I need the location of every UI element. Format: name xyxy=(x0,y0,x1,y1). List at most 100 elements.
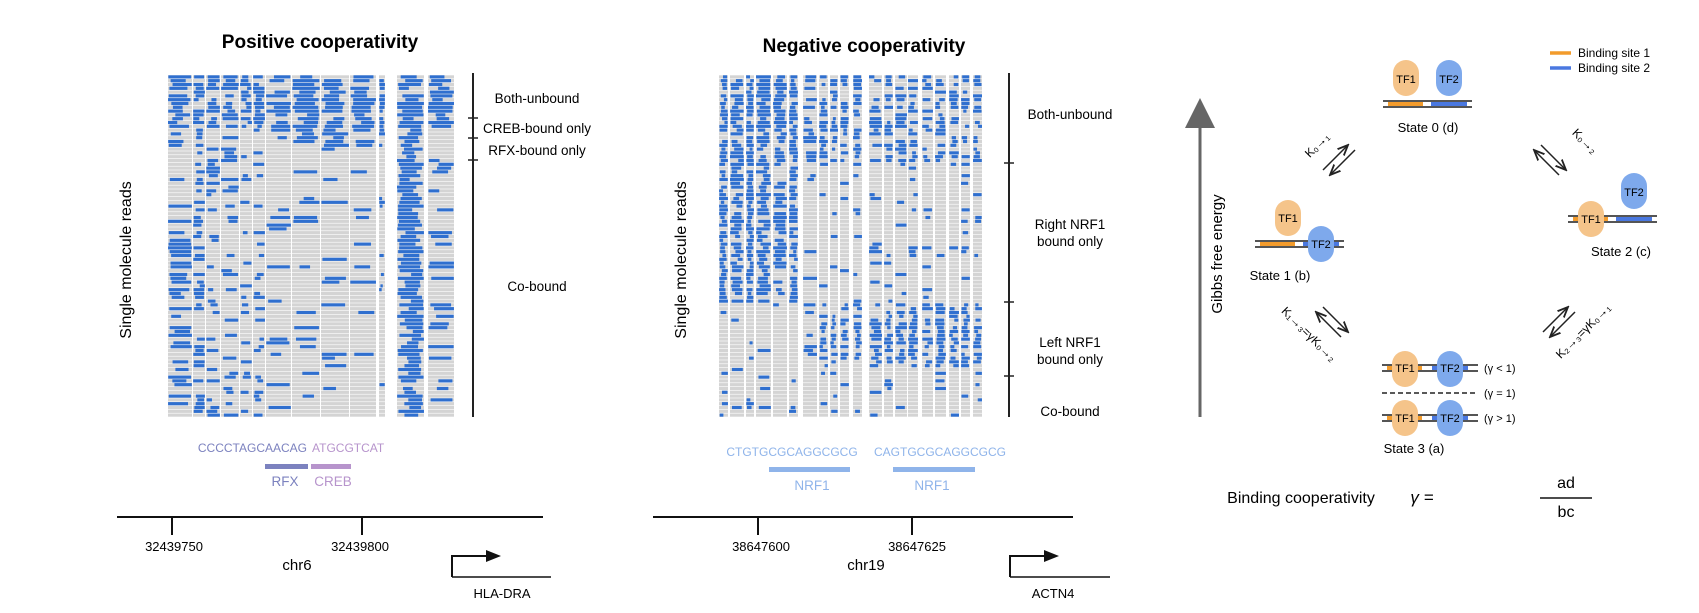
read-segment xyxy=(253,360,265,364)
read-segment xyxy=(775,94,787,98)
read-segment xyxy=(756,170,768,174)
read-segment xyxy=(193,356,205,360)
read-segment xyxy=(734,223,742,227)
read-segment xyxy=(841,307,849,311)
read-segment xyxy=(853,364,862,368)
read-segment xyxy=(908,75,918,79)
read-segment xyxy=(922,166,933,170)
read-segment xyxy=(379,299,385,303)
read-segment xyxy=(895,379,907,383)
group-label: bound only xyxy=(1037,234,1103,249)
binding-site-1 xyxy=(1260,242,1295,246)
read-segment xyxy=(895,386,907,391)
read-segment xyxy=(379,208,385,212)
read-segment xyxy=(869,276,882,280)
read-segment xyxy=(730,94,744,98)
read-segment xyxy=(789,272,798,277)
read-segment xyxy=(922,356,933,360)
read-segment xyxy=(193,113,204,117)
read-segment xyxy=(938,348,944,353)
read-segment xyxy=(949,196,959,201)
read-segment xyxy=(193,314,205,318)
read-segment xyxy=(869,238,882,242)
read-segment xyxy=(748,356,754,360)
read-segment xyxy=(884,193,893,197)
read-segment xyxy=(840,390,849,394)
read-segment xyxy=(746,170,754,174)
read-segment xyxy=(240,143,252,147)
read-segment xyxy=(908,261,918,265)
read-segment xyxy=(756,82,771,87)
read-segment xyxy=(379,288,382,292)
read-segment xyxy=(266,250,291,254)
read-segment xyxy=(172,82,192,87)
read-segment xyxy=(949,151,959,155)
read-segment xyxy=(756,193,771,197)
read-segment xyxy=(221,341,239,345)
read-segment xyxy=(293,94,314,98)
read-segment xyxy=(266,181,291,185)
read-segment xyxy=(732,105,739,109)
read-segment xyxy=(253,341,265,345)
read-segment xyxy=(884,409,893,413)
read-segment xyxy=(908,196,918,201)
read-segment xyxy=(820,162,828,166)
read-segment xyxy=(221,352,239,356)
read-segment xyxy=(760,242,771,246)
read-segment xyxy=(869,147,882,151)
chromosome-label: chr19 xyxy=(847,557,885,574)
read-segment xyxy=(350,223,376,227)
read-segment xyxy=(973,310,982,315)
read-segment xyxy=(950,162,957,166)
read-segment xyxy=(350,234,376,239)
read-segment xyxy=(206,193,212,197)
read-segment xyxy=(746,132,754,136)
read-segment xyxy=(350,398,376,402)
read-segment xyxy=(266,204,291,208)
read-segment xyxy=(206,166,220,170)
read-segment xyxy=(292,227,320,231)
panel-negative: Negative cooperativity Single molecule r… xyxy=(653,36,1112,601)
read-segment xyxy=(253,337,265,341)
group-label: CREB-bound only xyxy=(483,121,591,136)
read-segment xyxy=(350,371,376,375)
read-segment xyxy=(853,231,862,235)
read-segment xyxy=(853,284,862,288)
read-segment xyxy=(855,345,860,349)
read-segment xyxy=(830,242,838,246)
read-segment xyxy=(756,75,771,79)
read-segment xyxy=(819,360,828,364)
read-segment xyxy=(241,94,251,98)
read-segment xyxy=(819,280,828,284)
read-segment xyxy=(206,143,220,147)
read-segment xyxy=(853,413,862,417)
read-segment xyxy=(840,288,849,292)
read-segment xyxy=(719,360,728,364)
read-segment xyxy=(397,101,424,106)
read-segment xyxy=(935,166,946,170)
read-segment xyxy=(759,257,768,261)
read-segment xyxy=(323,177,338,182)
read-segment xyxy=(840,318,849,322)
tf1-icon xyxy=(1392,351,1418,387)
read-segment xyxy=(773,261,787,265)
tss-arrowhead-icon xyxy=(486,550,501,562)
read-segment xyxy=(871,356,879,360)
read-segment xyxy=(949,181,959,185)
read-segment xyxy=(206,136,220,140)
read-segment xyxy=(869,82,882,87)
read-segment xyxy=(722,75,728,79)
read-segment xyxy=(240,185,252,189)
read-segment xyxy=(398,288,419,292)
read-segment xyxy=(730,162,744,166)
read-segment xyxy=(379,253,384,258)
read-segment xyxy=(266,101,291,106)
read-segment xyxy=(169,177,185,182)
read-segment xyxy=(253,143,265,147)
read-segment xyxy=(240,147,252,151)
read-segment xyxy=(730,413,744,417)
read-segment xyxy=(793,250,797,254)
read-segment xyxy=(869,185,882,189)
read-segment xyxy=(731,265,744,269)
read-segment xyxy=(196,136,203,140)
